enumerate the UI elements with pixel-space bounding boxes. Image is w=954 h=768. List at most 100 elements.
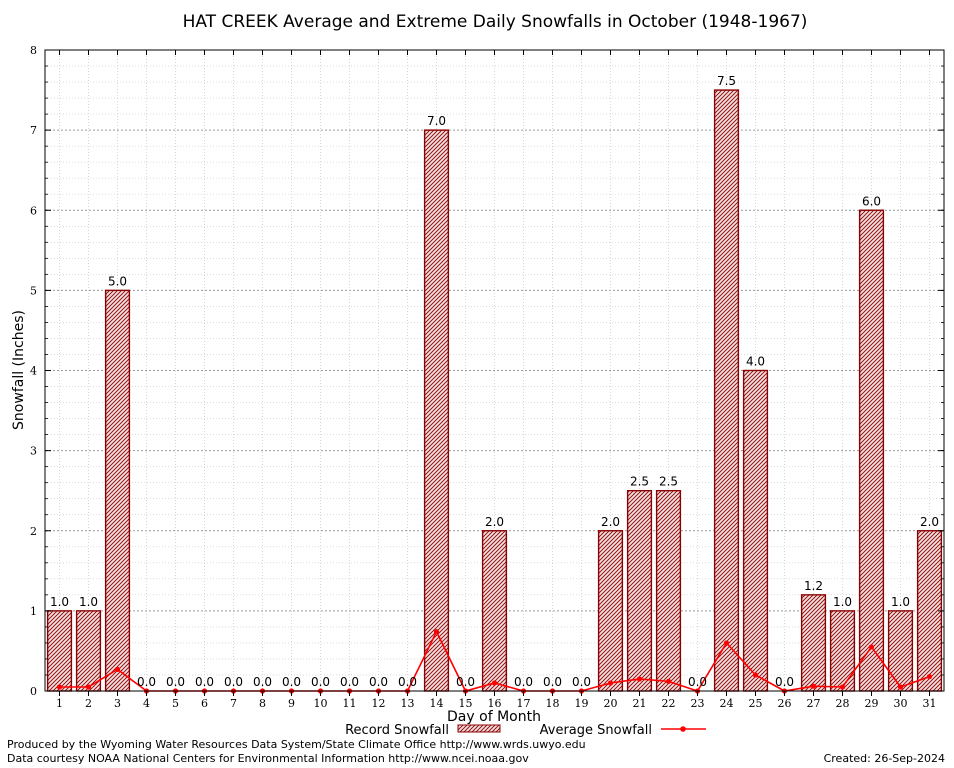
legend-record-swatch xyxy=(457,724,501,733)
bar-value-label-4: 0.0 xyxy=(137,675,156,689)
y-tick-label: 3 xyxy=(30,445,37,458)
bar-value-label-22: 2.5 xyxy=(659,475,678,489)
y-tick-label: 8 xyxy=(30,44,37,57)
bar-day-30 xyxy=(887,610,914,692)
legend-average-marker xyxy=(680,726,686,732)
bar-value-label-10: 0.0 xyxy=(311,675,330,689)
bar-value-label-15: 0.0 xyxy=(456,675,475,689)
footer-credit-line1: Produced by the Wyoming Water Resources … xyxy=(7,738,586,751)
x-tick-label: 30 xyxy=(894,697,908,710)
x-tick-label: 1 xyxy=(56,697,63,710)
x-tick-label: 22 xyxy=(662,697,676,710)
x-tick-label: 7 xyxy=(230,697,237,710)
average-point-day-24 xyxy=(723,640,730,646)
x-tick-label: 17 xyxy=(517,697,531,710)
average-point-day-14 xyxy=(433,629,440,635)
bar-value-label-1: 1.0 xyxy=(50,595,69,609)
average-point-day-27 xyxy=(810,683,817,689)
x-tick-label: 31 xyxy=(923,697,937,710)
y-tick-label: 6 xyxy=(30,204,37,217)
average-point-day-31 xyxy=(926,673,933,680)
average-point-day-20 xyxy=(607,680,614,686)
bar-day-2 xyxy=(75,610,102,692)
x-tick-label: 15 xyxy=(459,697,473,710)
average-point-day-3 xyxy=(114,666,121,672)
average-point-day-16 xyxy=(491,680,498,686)
bar-day-21 xyxy=(626,489,653,692)
bar-value-label-23: 0.0 xyxy=(688,675,707,689)
bar-value-label-2: 1.0 xyxy=(79,595,98,609)
bar-day-24 xyxy=(713,89,740,692)
average-point-day-29 xyxy=(868,644,875,650)
x-tick-label: 27 xyxy=(807,697,821,710)
y-tick-label: 5 xyxy=(30,284,37,297)
bar-value-label-11: 0.0 xyxy=(340,675,359,689)
bar-day-3 xyxy=(104,289,131,692)
bar-value-label-9: 0.0 xyxy=(282,675,301,689)
bar-day-29 xyxy=(858,209,885,692)
footer-credit-line2: Data courtesy NOAA National Centers for … xyxy=(7,752,529,765)
average-point-day-2 xyxy=(85,684,92,690)
x-tick-label: 19 xyxy=(575,697,589,710)
x-tick-label: 6 xyxy=(201,697,208,710)
bar-value-label-19: 0.0 xyxy=(572,675,591,689)
bar-day-16 xyxy=(481,530,508,692)
bar-value-label-18: 0.0 xyxy=(543,675,562,689)
bar-value-label-25: 4.0 xyxy=(746,355,765,369)
x-tick-label: 11 xyxy=(343,697,357,710)
bar-value-label-20: 2.0 xyxy=(601,515,620,529)
x-tick-label: 16 xyxy=(488,697,502,710)
bar-value-label-28: 1.0 xyxy=(833,595,852,609)
x-tick-label: 21 xyxy=(633,697,647,710)
bar-value-label-14: 7.0 xyxy=(427,114,446,128)
x-tick-label: 20 xyxy=(604,697,618,710)
bar-day-31 xyxy=(916,530,943,692)
bar-value-label-26: 0.0 xyxy=(775,675,794,689)
footer-created-date: Created: 26-Sep-2024 xyxy=(824,752,945,765)
y-tick-label: 0 xyxy=(30,685,37,698)
x-tick-label: 26 xyxy=(778,697,792,710)
bar-value-label-29: 6.0 xyxy=(862,194,881,208)
x-tick-label: 4 xyxy=(143,697,150,710)
average-point-day-1 xyxy=(56,684,63,690)
bar-value-label-12: 0.0 xyxy=(369,675,388,689)
average-point-day-25 xyxy=(752,672,759,678)
bar-day-14 xyxy=(423,129,450,692)
x-tick-label: 5 xyxy=(172,697,179,710)
x-tick-label: 3 xyxy=(114,697,121,710)
average-point-day-22 xyxy=(665,678,672,684)
bar-value-label-21: 2.5 xyxy=(630,475,649,489)
y-tick-label: 1 xyxy=(30,605,37,618)
x-tick-label: 23 xyxy=(691,697,705,710)
bar-value-label-8: 0.0 xyxy=(253,675,272,689)
bar-day-22 xyxy=(655,489,682,692)
average-point-day-28 xyxy=(839,684,846,690)
bar-value-label-13: 0.0 xyxy=(398,675,417,689)
x-tick-label: 8 xyxy=(259,697,266,710)
bar-value-label-17: 0.0 xyxy=(514,675,533,689)
x-tick-label: 29 xyxy=(865,697,879,710)
x-tick-label: 24 xyxy=(720,697,734,710)
chart-title: HAT CREEK Average and Extreme Daily Snow… xyxy=(183,12,808,32)
y-axis-label: Snowfall (Inches) xyxy=(11,310,27,430)
y-tick-label: 7 xyxy=(30,124,37,137)
bar-day-25 xyxy=(742,369,769,692)
data-labels-group: 1.0 1.0 5.0 0.0 0.0 0.0 0.0 0.0 0.0 0.0 0.0 0.0 0.0 7… xyxy=(50,74,939,689)
x-tick-label: 25 xyxy=(749,697,763,710)
bar-day-28 xyxy=(829,610,856,692)
x-tick-label: 12 xyxy=(372,697,386,710)
bar-value-label-7: 0.0 xyxy=(224,675,243,689)
y-tick-label: 4 xyxy=(30,365,37,378)
bar-day-1 xyxy=(46,610,73,692)
bar-day-20 xyxy=(597,530,624,692)
legend: Record Snowfall Average Snowfall xyxy=(345,723,706,738)
x-axis-label: Day of Month xyxy=(447,709,541,725)
bar-value-label-5: 0.0 xyxy=(166,675,185,689)
bar-value-label-24: 7.5 xyxy=(717,74,736,88)
x-tick-label: 14 xyxy=(430,697,444,710)
bar-value-label-31: 2.0 xyxy=(920,515,939,529)
x-tick-label: 18 xyxy=(546,697,560,710)
legend-average-label: Average Snowfall xyxy=(540,723,652,738)
